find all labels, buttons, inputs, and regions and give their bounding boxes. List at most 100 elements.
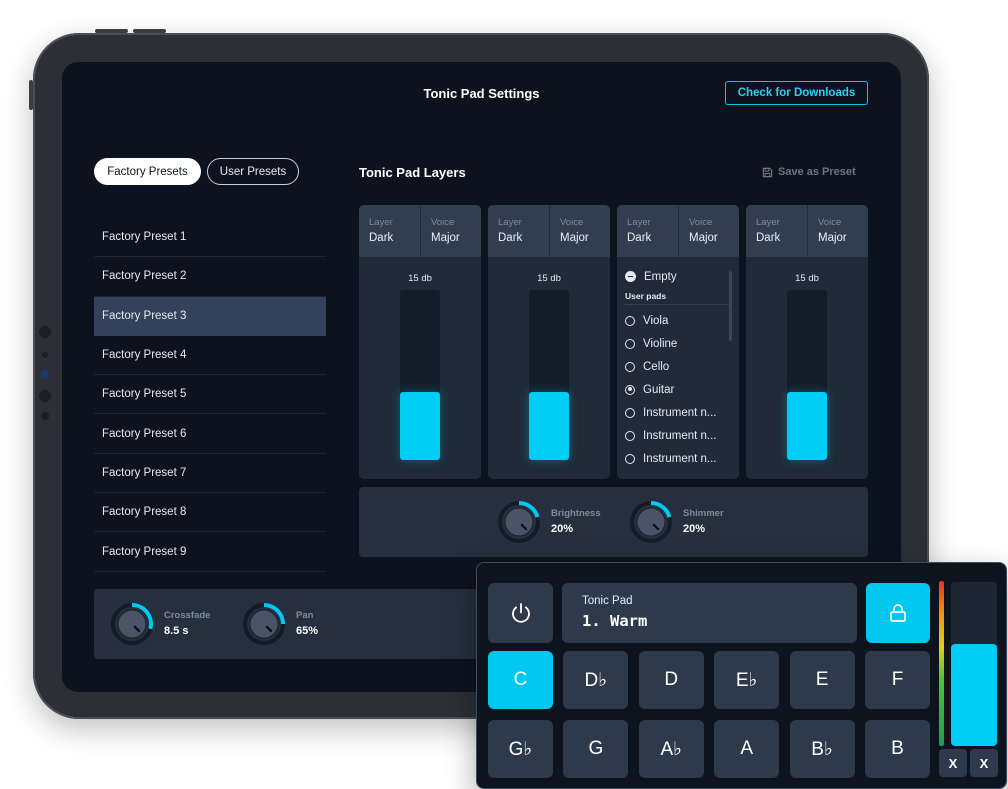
voice-select[interactable]: Voice Major: [549, 205, 610, 257]
menu-item[interactable]: Cello: [625, 355, 731, 378]
preset-item[interactable]: Factory Preset 1: [94, 218, 326, 258]
preset-item[interactable]: Factory Preset 5: [94, 375, 326, 415]
level-fader-fill: [787, 392, 827, 460]
layer-value: Dark: [498, 232, 523, 244]
voice-value: Major: [689, 232, 718, 244]
level-fader-fill: [400, 392, 440, 460]
tablet-side-button: [95, 29, 128, 33]
layer-header: Layer Dark Voice Major: [488, 205, 610, 257]
brightness-knob[interactable]: [497, 500, 541, 544]
voice-select[interactable]: Voice Major: [807, 205, 868, 257]
preset-item-selected[interactable]: Factory Preset 3: [94, 296, 326, 336]
menu-item-label: Empty: [644, 270, 677, 283]
tab-user-presets[interactable]: User Presets: [207, 158, 299, 185]
layer-select[interactable]: Layer Dark: [617, 205, 678, 257]
menu-item-label: Guitar: [643, 383, 675, 396]
crossfade-label: Crossfade: [164, 610, 211, 621]
key-5[interactable]: F: [865, 651, 930, 709]
radio-icon: [625, 338, 635, 349]
voice-caption: Voice: [689, 217, 713, 228]
crossfade-value: 8.5 s: [164, 625, 189, 637]
tablet-side-button: [29, 80, 33, 110]
app-screen: Tonic Pad Settings Check for Downloads F…: [62, 62, 901, 692]
volume-fader-fill: [951, 644, 997, 746]
voice-value: Major: [818, 232, 847, 244]
key-2[interactable]: D: [638, 651, 704, 709]
crossfade-knob[interactable]: [110, 602, 154, 646]
key-11[interactable]: B: [865, 720, 930, 778]
check-for-downloads-button[interactable]: Check for Downloads: [725, 81, 868, 105]
pan-value: 65%: [296, 625, 319, 637]
save-as-preset-label: Save as Preset: [778, 166, 856, 178]
minus-circle-icon: [625, 271, 636, 282]
key-0[interactable]: C: [488, 651, 553, 709]
brightness-value: 20%: [551, 523, 574, 535]
menu-item[interactable]: Instrument n...: [625, 424, 731, 447]
key-6[interactable]: G♭: [488, 720, 553, 778]
shimmer-value: 20%: [683, 523, 706, 535]
x-button-left[interactable]: X: [939, 749, 967, 777]
preset-item[interactable]: Factory Preset 8: [94, 493, 326, 533]
level-fader-fill: [529, 392, 569, 460]
tablet-side-button: [133, 29, 166, 33]
fx-panel: Brightness 20% Shimmer 20%: [359, 487, 868, 557]
layer-value: Dark: [627, 232, 652, 244]
pad-select-menu: Empty User pads Viola Violine Cello Guit…: [625, 265, 731, 470]
voice-caption: Voice: [431, 217, 455, 228]
page-title: Tonic Pad Settings: [423, 86, 540, 101]
bottom-controls-panel: Crossfade 8.5 s Pan 65%: [94, 589, 514, 659]
key-9[interactable]: A: [714, 720, 780, 778]
preset-item[interactable]: Factory Preset 2: [94, 257, 326, 297]
preset-list: Factory Preset 1 Factory Preset 2 Factor…: [94, 218, 326, 572]
layer-select[interactable]: Layer Dark: [359, 205, 420, 257]
instrument-panel: Tonic Pad 1. Warm C D♭ D E♭ E F G♭ G A♭ A B♭ B X X: [476, 562, 1007, 789]
power-button[interactable]: [488, 583, 553, 643]
shimmer-label: Shimmer: [683, 508, 724, 519]
layer-card-1: Layer Dark Voice Major 15 db: [359, 205, 481, 479]
menu-scrollbar[interactable]: [729, 271, 732, 341]
layer-header: Layer Dark Voice Major: [617, 205, 739, 257]
key-3[interactable]: E♭: [714, 651, 780, 709]
menu-item[interactable]: Instrument n...: [625, 401, 731, 424]
x-button-right[interactable]: X: [970, 749, 998, 777]
radio-icon: [625, 315, 635, 326]
menu-item-selected[interactable]: Guitar: [625, 378, 731, 401]
menu-item-label: Instrument n...: [643, 452, 717, 465]
current-preset-display[interactable]: Tonic Pad 1. Warm: [562, 583, 857, 643]
instrument-preset: 1. Warm: [582, 612, 648, 630]
brightness-label: Brightness: [551, 508, 601, 519]
preset-item[interactable]: Factory Preset 7: [94, 454, 326, 494]
shimmer-knob[interactable]: [629, 500, 673, 544]
menu-item-empty[interactable]: Empty: [625, 265, 731, 288]
key-1[interactable]: D♭: [563, 651, 629, 709]
layer-select[interactable]: Layer Dark: [488, 205, 549, 257]
menu-item[interactable]: Viola: [625, 309, 731, 332]
pan-knob[interactable]: [242, 602, 286, 646]
preset-item[interactable]: Factory Preset 9: [94, 532, 326, 572]
layer-select[interactable]: Layer Dark: [746, 205, 807, 257]
tab-factory-presets[interactable]: Factory Presets: [94, 158, 201, 185]
radio-icon: [625, 430, 635, 441]
voice-value: Major: [560, 232, 589, 244]
camera-dot: [42, 352, 48, 358]
lock-button[interactable]: [866, 583, 930, 643]
menu-item[interactable]: Instrument n...: [625, 447, 731, 470]
layer-value: Dark: [756, 232, 781, 244]
menu-item[interactable]: Violine: [625, 332, 731, 355]
key-7[interactable]: G: [563, 720, 629, 778]
radio-icon: [625, 361, 635, 372]
menu-item-label: Viola: [643, 314, 669, 327]
key-8[interactable]: A♭: [638, 720, 704, 778]
preset-item[interactable]: Factory Preset 4: [94, 336, 326, 376]
key-4[interactable]: E: [789, 651, 855, 709]
voice-select[interactable]: Voice Major: [678, 205, 739, 257]
save-as-preset-button[interactable]: Save as Preset: [762, 166, 856, 178]
radio-icon: [625, 407, 635, 418]
key-10[interactable]: B♭: [789, 720, 855, 778]
voice-caption: Voice: [818, 217, 842, 228]
preset-item[interactable]: Factory Preset 6: [94, 414, 326, 454]
voice-select[interactable]: Voice Major: [420, 205, 481, 257]
menu-item-label: Instrument n...: [643, 406, 717, 419]
camera-dot: [41, 412, 49, 420]
level-readout: 15 db: [537, 273, 561, 284]
